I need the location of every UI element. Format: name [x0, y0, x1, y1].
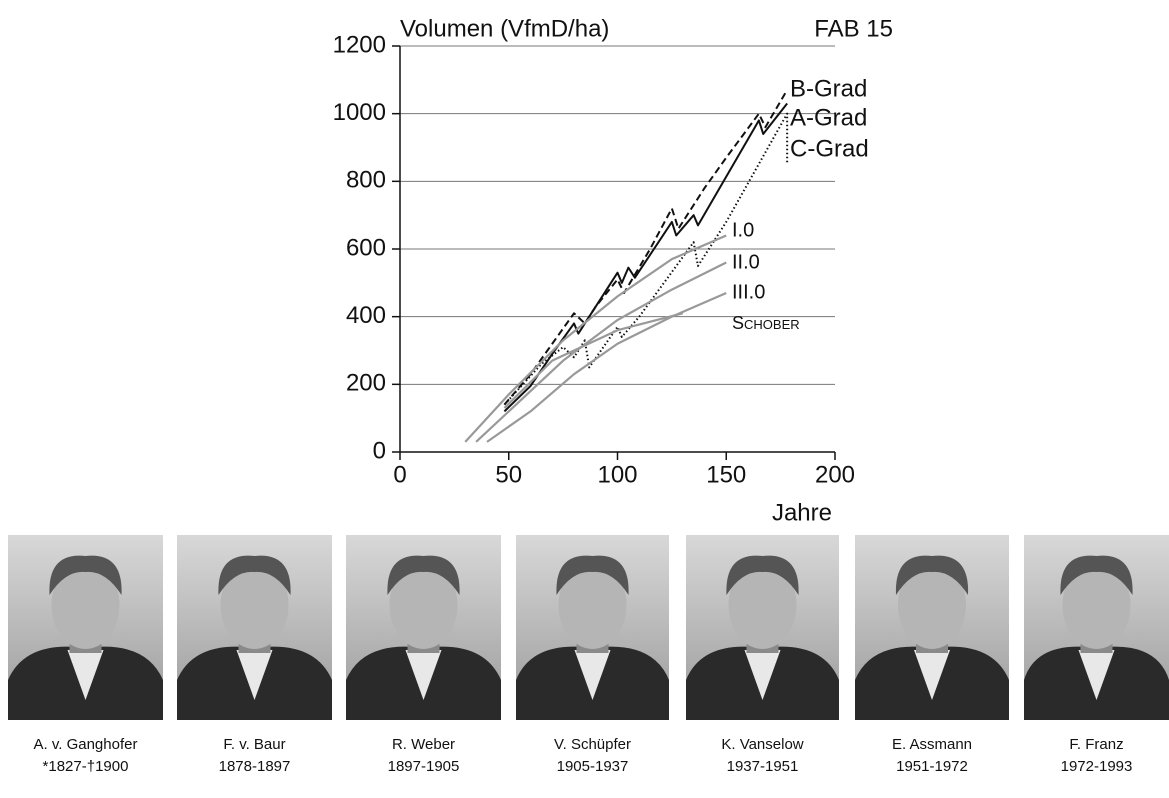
y-tick-label: 200 [346, 370, 386, 397]
series-label: C-Grad [790, 135, 869, 162]
portrait-dates: 1878-1897 [219, 758, 291, 775]
portrait-dates: 1897-1905 [388, 758, 460, 775]
portrait [177, 535, 332, 720]
portrait-dates: 1972-1993 [1061, 758, 1133, 775]
portrait-name: R. Weber [392, 736, 455, 753]
x-tick-label: 100 [597, 461, 637, 488]
portrait-dates: *1827-†1900 [43, 758, 129, 775]
x-axis-label: Jahre [772, 499, 832, 526]
series-label: III.0 [732, 281, 765, 303]
x-tick-label: 150 [706, 461, 746, 488]
y-tick-label: 800 [346, 167, 386, 194]
figure: Volumen (VfmD/ha) FAB 15 Jahre 0 200 400 60… [0, 0, 1169, 793]
portrait-name: F. v. Baur [223, 736, 285, 753]
page: {"chart_data": { "type": "line", "title"… [0, 0, 1169, 793]
portrait [855, 535, 1009, 720]
portrait-name: E. Assmann [892, 736, 972, 753]
portrait [686, 535, 839, 720]
series-label: I.0 [732, 219, 754, 241]
x-tick-label: 0 [393, 461, 406, 488]
portrait-name: K. Vanselow [721, 736, 803, 753]
series-label: II.0 [732, 251, 760, 273]
portrait [1024, 535, 1169, 720]
x-tick-label: 200 [815, 461, 855, 488]
chart-title: FAB 15 [814, 15, 893, 42]
y-tick-label: 1000 [333, 99, 386, 126]
y-tick-label: 400 [346, 302, 386, 329]
y-tick-label: 600 [346, 234, 386, 261]
portrait-name: V. Schüpfer [554, 736, 631, 753]
series-line [476, 263, 726, 442]
y-axis-label: Volumen (VfmD/ha) [400, 15, 609, 42]
series-line [487, 293, 726, 442]
series-label: B-Grad [790, 75, 867, 102]
portrait-dates: 1905-1937 [557, 758, 629, 775]
portrait [516, 535, 669, 720]
y-tick-label: 0 [373, 437, 386, 464]
portrait-dates: 1937-1951 [727, 758, 799, 775]
x-tick-label: 50 [495, 461, 522, 488]
portrait [8, 535, 163, 720]
portrait-dates: 1951-1972 [896, 758, 968, 775]
portrait-name: F. Franz [1069, 736, 1123, 753]
y-tick-label: 1200 [333, 31, 386, 58]
portrait [346, 535, 501, 720]
series-label: A-Grad [790, 104, 867, 131]
portrait-name: A. v. Ganghofer [34, 736, 138, 753]
series-label: Schober [732, 313, 800, 333]
